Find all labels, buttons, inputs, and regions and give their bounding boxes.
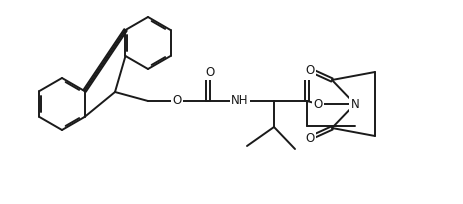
Text: O: O [313, 98, 322, 111]
Text: N: N [350, 98, 359, 111]
Text: O: O [304, 65, 313, 79]
Text: O: O [305, 63, 314, 76]
Text: O: O [305, 132, 314, 144]
Text: O: O [205, 65, 214, 79]
Text: NH: NH [231, 94, 248, 108]
Text: O: O [172, 94, 181, 108]
